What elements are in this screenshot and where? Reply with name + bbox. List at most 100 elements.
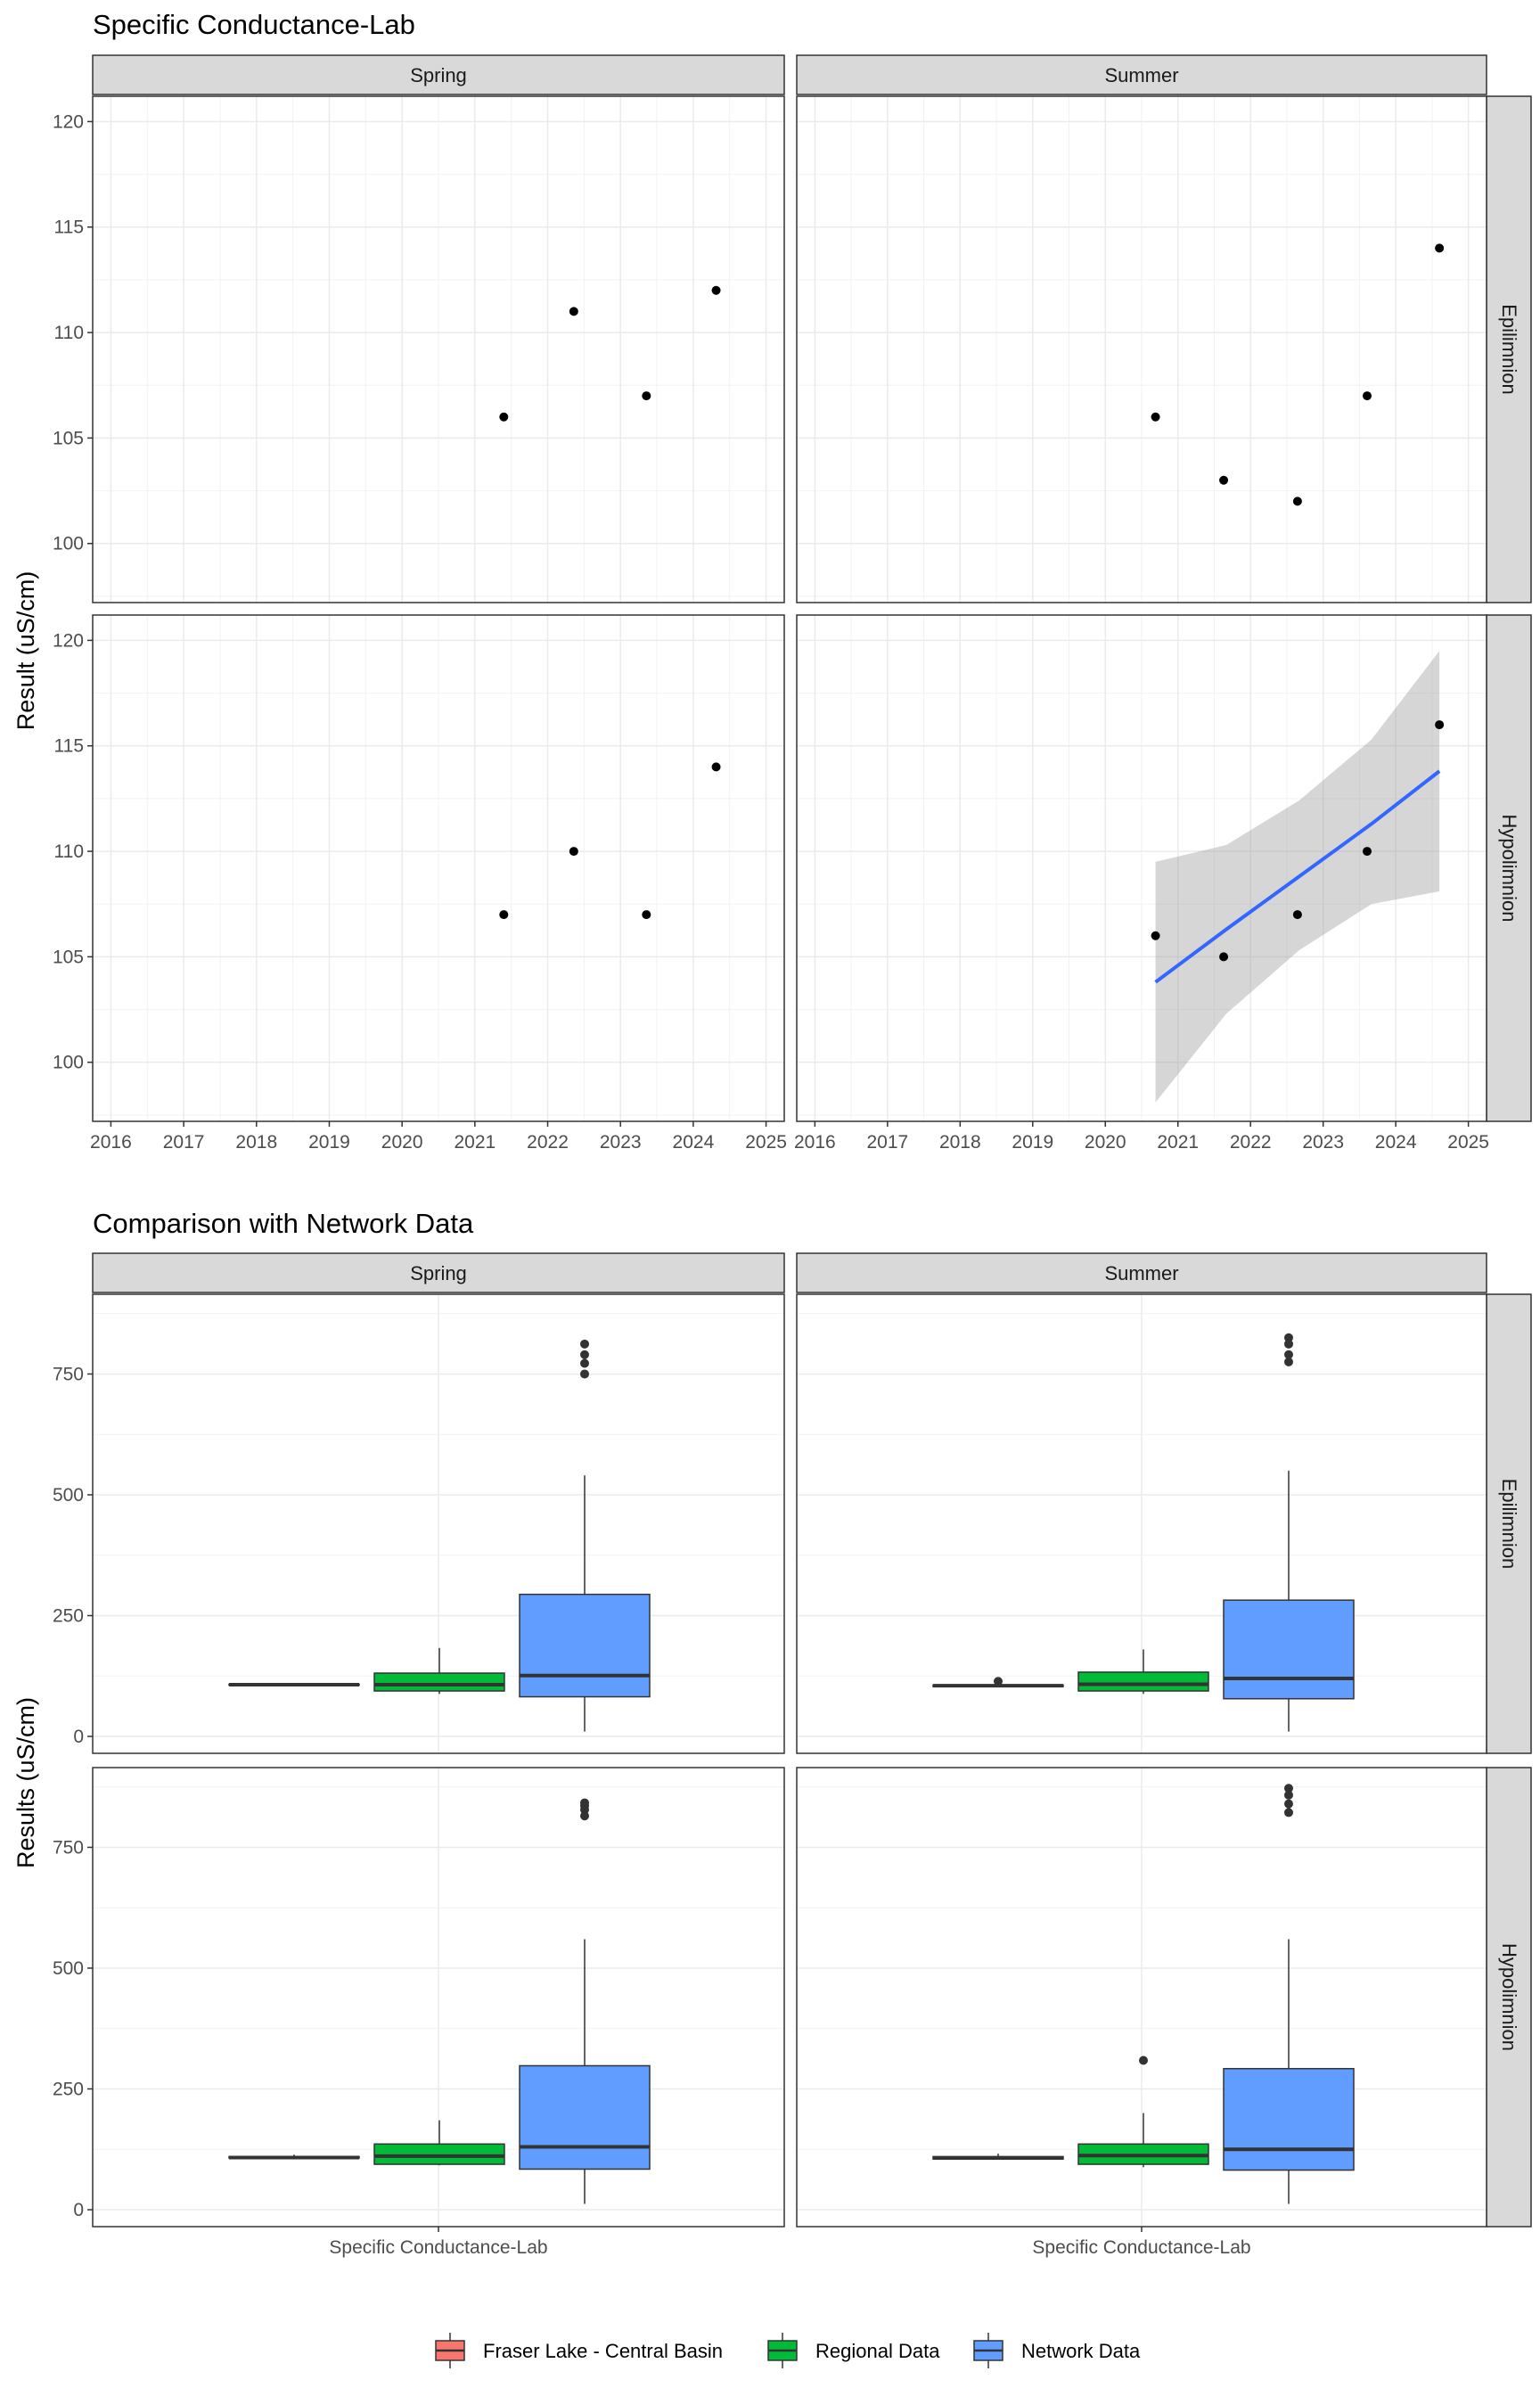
data-point <box>1219 952 1229 962</box>
x-tick-label: 2025 <box>745 1132 787 1153</box>
trend-line <box>1154 769 1441 984</box>
outlier-point <box>1284 1784 1293 1793</box>
y-tick-label: 0 <box>73 2200 84 2220</box>
boxplot-panel <box>92 1767 785 2228</box>
data-point <box>1292 910 1302 920</box>
data-point <box>642 910 651 920</box>
outlier-point <box>580 1798 589 1808</box>
box-regional-data <box>1077 2055 1209 2168</box>
scatter-panel <box>796 95 1487 603</box>
box-network-data <box>519 1798 651 2204</box>
y-tick-label: 100 <box>53 1053 84 1073</box>
scatter-panel <box>796 614 1487 1122</box>
y-tick-label: 0 <box>73 1727 84 1747</box>
y-tick-label: 120 <box>53 630 84 651</box>
box-iqr <box>1223 2067 1355 2171</box>
x-tick-label: 2017 <box>163 1132 205 1153</box>
data-point <box>1292 496 1302 506</box>
x-tick-label: 2024 <box>1375 1132 1417 1153</box>
facet-strip-label: Spring <box>410 64 467 86</box>
data-point <box>569 847 578 857</box>
x-tick-label: 2020 <box>1085 1132 1126 1153</box>
x-tick-label: 2021 <box>1157 1132 1199 1153</box>
facet-strip-row <box>1486 1293 1532 1754</box>
x-tick-label: 2019 <box>308 1132 350 1153</box>
scatter-panel <box>92 95 785 603</box>
chart-title: Specific Conductance-Lab <box>93 9 415 40</box>
legend-item: Fraser Lake - Central Basin <box>435 2333 723 2368</box>
x-tick-label: 2019 <box>1012 1132 1053 1153</box>
box-fraser-lake <box>932 1677 1064 1688</box>
data-point <box>1363 847 1372 857</box>
facet-strip-label: Summer <box>1104 1262 1178 1284</box>
panel-border <box>796 95 1487 603</box>
x-tick-label: Specific Conductance-Lab <box>329 2237 547 2258</box>
data-point <box>1151 931 1160 940</box>
outlier-point <box>1284 1357 1293 1366</box>
x-tick-label: 2017 <box>866 1132 908 1153</box>
panel-border <box>92 1293 785 1754</box>
facet-strip-label: Epilimnion <box>1498 304 1520 395</box>
y-tick-label: 110 <box>54 323 84 343</box>
legend-item: Regional Data <box>767 2333 940 2368</box>
boxplot-facet-chart: Comparison with Network Data Results (uS… <box>12 1208 1532 2258</box>
y-axis-title: Result (uS/cm) <box>12 571 39 731</box>
data-point <box>1435 243 1445 253</box>
outlier-point <box>580 1358 589 1368</box>
box-fraser-lake <box>228 2154 360 2160</box>
x-tick-label: 2022 <box>1230 1132 1272 1153</box>
data-point <box>1219 475 1229 485</box>
data-point <box>711 762 721 772</box>
scatter-panel <box>92 614 785 1122</box>
box-iqr <box>1077 1671 1209 1692</box>
panel-border <box>92 95 785 603</box>
y-axis-title: Results (uS/cm) <box>12 1697 39 1868</box>
facet-strip-column <box>796 54 1487 95</box>
outlier-point <box>1139 2055 1148 2065</box>
data-point <box>642 391 651 401</box>
y-tick-label: 100 <box>53 534 84 554</box>
legend-label: Network Data <box>1021 2340 1141 2362</box>
y-tick-label: 115 <box>54 736 84 757</box>
data-point <box>711 285 721 295</box>
x-tick-label: 2025 <box>1447 1132 1489 1153</box>
box-regional-data <box>373 2120 505 2166</box>
scatter-facet-chart: Specific Conductance-Lab Result (uS/cm) … <box>12 9 1532 1153</box>
outlier-point <box>1284 1808 1293 1818</box>
data-point <box>1151 412 1160 422</box>
y-tick-label: 500 <box>53 1958 84 1979</box>
panel-border <box>92 614 785 1122</box>
y-tick-label: 250 <box>53 2080 84 2100</box>
x-tick-label: 2022 <box>527 1132 569 1153</box>
outlier-point <box>580 1811 589 1821</box>
x-tick-label: 2023 <box>1302 1132 1344 1153</box>
x-tick-label: 2020 <box>381 1132 423 1153</box>
x-tick-label: 2018 <box>235 1132 277 1153</box>
data-point <box>1363 391 1372 401</box>
x-tick-label: 2016 <box>794 1132 836 1153</box>
outlier-point <box>580 1369 589 1379</box>
boxplot-panel <box>796 1293 1487 1754</box>
box-regional-data <box>1077 1649 1209 1694</box>
x-tick-label: 2016 <box>90 1132 132 1153</box>
facet-strip-label: Summer <box>1104 64 1178 86</box>
box-iqr <box>519 2064 651 2170</box>
x-tick-label: Specific Conductance-Lab <box>1032 2237 1250 2258</box>
outlier-point <box>1284 1790 1293 1800</box>
legend-label: Fraser Lake - Central Basin <box>483 2340 723 2362</box>
outlier-point <box>580 1339 589 1349</box>
outlier-point <box>580 1350 589 1359</box>
facet-strip-column <box>796 1252 1487 1293</box>
box-fraser-lake <box>228 1683 360 1687</box>
y-tick-label: 250 <box>53 1606 84 1627</box>
y-tick-label: 750 <box>53 1837 84 1858</box>
chart-title: Comparison with Network Data <box>93 1208 474 1239</box>
outlier-point <box>994 1677 1003 1686</box>
box-network-data <box>1223 1784 1355 2204</box>
boxplot-panel <box>92 1293 785 1754</box>
facet-strip-row <box>1486 1767 1532 2228</box>
facet-strip-label: Hypolimnion <box>1498 1943 1520 2051</box>
box-network-data <box>1223 1333 1355 1732</box>
facet-strip-label: Spring <box>410 1262 467 1284</box>
